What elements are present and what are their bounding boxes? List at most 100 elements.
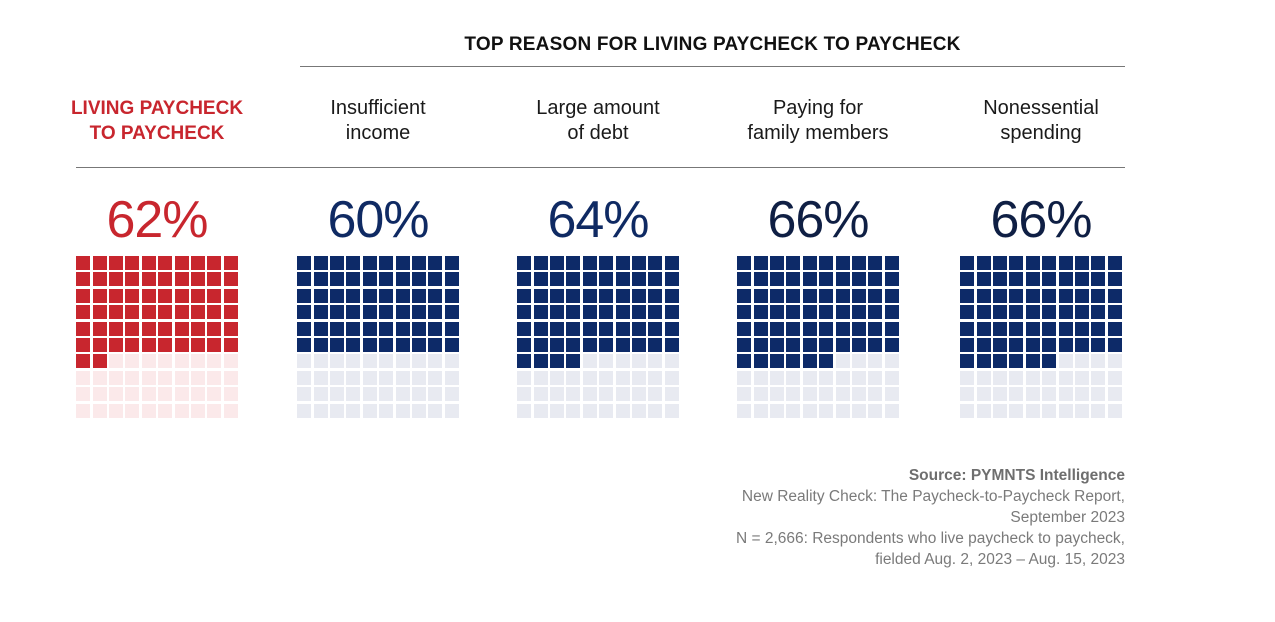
empty-cell: [297, 370, 312, 385]
filled-cell: [802, 305, 817, 320]
filled-cell: [976, 305, 991, 320]
filled-cell: [1058, 256, 1073, 270]
filled-cell: [297, 338, 312, 352]
filled-cell: [976, 338, 991, 352]
filled-cell: [190, 305, 205, 320]
empty-cell: [158, 354, 173, 369]
filled-cell: [960, 256, 975, 270]
filled-cell: [346, 288, 361, 303]
empty-cell: [141, 387, 156, 402]
filled-cell: [223, 288, 238, 303]
filled-cell: [108, 256, 123, 270]
filled-cell: [615, 321, 630, 336]
filled-cell: [835, 256, 850, 270]
empty-cell: [851, 403, 866, 418]
empty-cell: [819, 370, 834, 385]
empty-cell: [1025, 387, 1040, 402]
filled-cell: [802, 354, 817, 369]
filled-cell: [158, 272, 173, 287]
filled-cell: [648, 305, 663, 320]
filled-cell: [960, 354, 975, 369]
empty-cell: [297, 387, 312, 402]
filled-cell: [769, 288, 784, 303]
filled-cell: [174, 272, 189, 287]
filled-cell: [1009, 321, 1024, 336]
filled-cell: [444, 338, 459, 352]
empty-cell: [444, 370, 459, 385]
filled-cell: [549, 354, 564, 369]
empty-cell: [108, 403, 123, 418]
filled-cell: [379, 256, 394, 270]
percent-label-3: 64%: [547, 191, 649, 249]
filled-cell: [631, 321, 646, 336]
filled-cell: [549, 321, 564, 336]
empty-cell: [615, 403, 630, 418]
filled-cell: [1074, 338, 1089, 352]
empty-cell: [1025, 370, 1040, 385]
filled-cell: [992, 338, 1007, 352]
filled-cell: [868, 272, 883, 287]
filled-cell: [884, 321, 899, 336]
empty-cell: [566, 403, 581, 418]
empty-cell: [141, 403, 156, 418]
filled-cell: [802, 256, 817, 270]
filled-cell: [769, 305, 784, 320]
filled-cell: [582, 305, 597, 320]
empty-cell: [1091, 370, 1106, 385]
percent-label-4: 66%: [767, 191, 869, 249]
filled-cell: [379, 305, 394, 320]
filled-cell: [868, 321, 883, 336]
empty-cell: [297, 403, 312, 418]
empty-cell: [819, 387, 834, 402]
filled-cell: [444, 256, 459, 270]
empty-cell: [1091, 387, 1106, 402]
filled-cell: [1009, 305, 1024, 320]
empty-cell: [76, 370, 91, 385]
filled-cell: [566, 288, 581, 303]
waffle-5: [960, 256, 1122, 418]
filled-cell: [395, 256, 410, 270]
filled-cell: [76, 305, 91, 320]
empty-cell: [884, 370, 899, 385]
filled-cell: [582, 338, 597, 352]
empty-cell: [411, 387, 426, 402]
filled-cell: [582, 321, 597, 336]
empty-cell: [444, 354, 459, 369]
filled-cell: [631, 256, 646, 270]
filled-cell: [664, 338, 679, 352]
filled-cell: [1025, 288, 1040, 303]
filled-cell: [1058, 321, 1073, 336]
filled-cell: [786, 305, 801, 320]
empty-cell: [1058, 403, 1073, 418]
empty-cell: [379, 370, 394, 385]
column-label-5-line-1: Nonessential: [983, 97, 1099, 119]
empty-cell: [125, 403, 140, 418]
empty-cell: [1107, 370, 1122, 385]
filled-cell: [411, 256, 426, 270]
source-note: Source: PYMNTS Intelligence New Reality …: [565, 465, 1125, 570]
filled-cell: [313, 272, 328, 287]
column-label-1: LIVING PAYCHECK TO PAYCHECK: [47, 96, 267, 146]
empty-cell: [362, 403, 377, 418]
filled-cell: [1091, 288, 1106, 303]
empty-cell: [533, 370, 548, 385]
filled-cell: [582, 272, 597, 287]
empty-cell: [1009, 370, 1024, 385]
empty-cell: [786, 387, 801, 402]
empty-cell: [174, 370, 189, 385]
filled-cell: [1025, 256, 1040, 270]
empty-cell: [819, 403, 834, 418]
column-label-5: Nonessential spending: [931, 96, 1151, 146]
filled-cell: [753, 338, 768, 352]
filled-cell: [737, 354, 752, 369]
empty-cell: [599, 387, 614, 402]
empty-cell: [346, 370, 361, 385]
empty-cell: [769, 370, 784, 385]
empty-cell: [223, 370, 238, 385]
filled-cell: [835, 288, 850, 303]
empty-cell: [92, 403, 107, 418]
filled-cell: [1025, 305, 1040, 320]
filled-cell: [76, 338, 91, 352]
filled-cell: [533, 305, 548, 320]
filled-cell: [125, 256, 140, 270]
